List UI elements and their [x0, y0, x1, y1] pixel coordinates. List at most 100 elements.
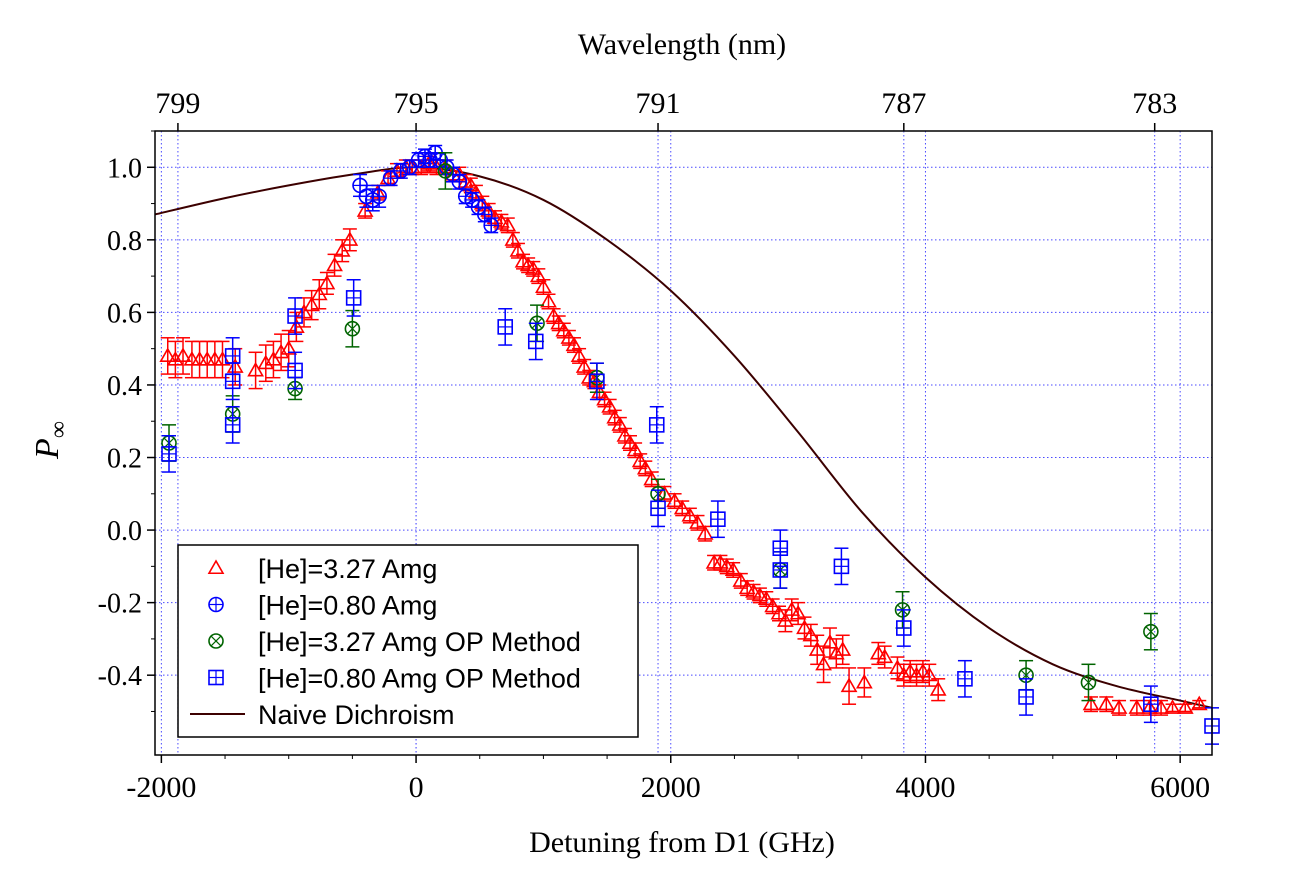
data-point — [689, 514, 706, 529]
y-tick-label: 0.8 — [107, 226, 142, 257]
data-point — [1190, 695, 1208, 711]
data-point — [732, 572, 750, 587]
triangle-marker — [626, 441, 644, 457]
triangle-marker — [920, 666, 938, 682]
triangle-marker — [834, 641, 852, 656]
data-point — [451, 173, 468, 190]
triangle-marker — [821, 633, 839, 649]
data-point — [908, 666, 925, 682]
triangle-marker — [732, 572, 750, 587]
legend-label: [He]=0.80 Amg — [258, 591, 437, 621]
error-bar — [274, 333, 289, 372]
triangle-marker — [379, 169, 397, 185]
data-point — [889, 659, 906, 674]
triangle-marker — [689, 514, 706, 529]
data-point — [287, 318, 305, 333]
legend-marker — [208, 633, 224, 649]
triangle-marker — [333, 242, 351, 257]
triangle-marker — [815, 655, 832, 671]
data-point — [483, 217, 500, 234]
data-point — [770, 604, 788, 620]
triangle-marker — [524, 260, 542, 275]
triangle-marker — [174, 347, 192, 362]
triangle-marker — [889, 659, 906, 674]
triangle-marker — [326, 256, 343, 272]
data-point — [601, 398, 619, 413]
data-point — [920, 666, 938, 682]
legend-item: Naive Dichroism — [190, 700, 455, 730]
x-tick-label: 6000 — [1150, 771, 1210, 804]
triangle-marker — [1176, 699, 1194, 714]
triangle-marker — [1190, 695, 1208, 711]
circle-marker — [1143, 623, 1159, 640]
triangle-marker — [280, 340, 298, 355]
data-point — [764, 597, 782, 613]
data-point — [265, 350, 282, 366]
triangle-marker — [764, 597, 782, 613]
data-point — [681, 506, 699, 522]
data-point — [789, 604, 807, 620]
data-point — [957, 671, 973, 687]
triangle-marker — [545, 307, 562, 323]
data-point — [257, 354, 275, 370]
data-point — [226, 358, 244, 373]
triangle-marker — [265, 350, 282, 366]
y-tick-label: -0.2 — [98, 589, 142, 620]
data-point — [656, 485, 673, 500]
data-point — [1082, 695, 1100, 711]
data-point — [777, 612, 794, 627]
triangle-marker — [777, 612, 794, 627]
triangle-marker — [712, 554, 729, 569]
svg-text:P∞: P∞ — [29, 421, 72, 460]
data-point — [1164, 699, 1181, 714]
data-point — [710, 511, 726, 527]
marker-x-b — [439, 165, 451, 177]
data-point — [611, 416, 629, 431]
error-bar — [1178, 703, 1193, 713]
data-point — [808, 641, 826, 656]
series-3 — [161, 278, 1220, 745]
data-point — [272, 343, 290, 359]
x-tick-label: 4000 — [895, 771, 955, 804]
triangle-marker — [929, 681, 947, 696]
error-bar — [312, 278, 327, 310]
triangle-marker — [591, 383, 608, 399]
error-bar — [1192, 699, 1207, 709]
data-point — [745, 583, 762, 598]
triangle-marker — [1141, 699, 1158, 714]
triangle-marker — [757, 590, 775, 606]
data-point — [166, 350, 184, 366]
x-tick-label: 2000 — [641, 771, 701, 804]
triangle-marker — [257, 354, 275, 370]
data-point — [914, 662, 932, 678]
error-bar — [160, 337, 175, 375]
data-point — [1143, 623, 1159, 640]
triangle-marker — [356, 202, 374, 217]
error-bar — [176, 337, 191, 375]
triangle-marker — [509, 242, 527, 257]
triangle-marker — [493, 213, 510, 228]
data-point — [356, 202, 374, 217]
triangle-marker — [855, 673, 873, 689]
data-point — [895, 666, 913, 682]
data-point — [840, 677, 858, 693]
marker-x-b — [1083, 677, 1094, 688]
triangle-marker — [575, 358, 593, 373]
data-point — [341, 231, 359, 246]
triangle-marker — [631, 452, 649, 468]
triangle-marker — [796, 619, 813, 635]
triangle-marker — [287, 318, 305, 333]
data-point — [509, 242, 527, 257]
triangle-marker — [840, 677, 858, 693]
data-point — [371, 188, 387, 205]
data-point — [555, 321, 573, 337]
data-point — [757, 590, 775, 606]
triangle-marker — [226, 358, 244, 373]
triangle-marker — [529, 267, 547, 283]
data-point — [626, 441, 644, 457]
data-point — [631, 452, 649, 468]
data-point — [901, 662, 919, 678]
naive-dichroism-curve — [154, 166, 1213, 709]
data-point — [550, 314, 568, 330]
